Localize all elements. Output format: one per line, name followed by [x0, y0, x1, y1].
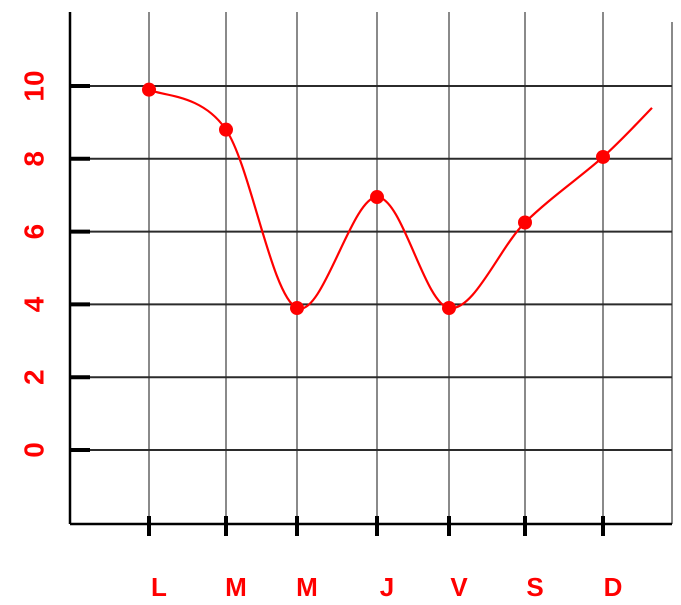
x-tick-label-4: V	[450, 572, 468, 602]
data-point-2	[290, 301, 304, 316]
data-point-6	[596, 149, 610, 164]
y-tick-label-4: 4	[19, 296, 50, 312]
vertical-gridlines	[148, 12, 673, 524]
y-tick-label-10: 10	[19, 70, 50, 101]
data-point-5	[518, 215, 532, 230]
y-tick-label-6: 6	[19, 224, 50, 240]
data-point-4	[442, 301, 456, 316]
y-tick-labels: 0 2 4 6 8 10	[19, 70, 50, 457]
x-tick-label-1: M	[225, 572, 247, 602]
axes	[68, 12, 672, 526]
data-point-3	[370, 190, 384, 205]
series-line	[148, 88, 653, 310]
axis-ticks	[70, 84, 605, 536]
x-tick-label-5: S	[526, 572, 543, 602]
horizontal-gridlines	[70, 85, 672, 451]
data-point-0	[142, 82, 156, 97]
data-point-1	[219, 122, 233, 137]
y-tick-label-2: 2	[19, 369, 50, 385]
x-tick-label-0: L	[151, 572, 167, 602]
x-tick-label-2: M	[296, 572, 318, 602]
series-group	[142, 82, 653, 316]
y-tick-label-8: 8	[19, 151, 50, 167]
x-tick-label-6: D	[604, 572, 623, 602]
y-tick-label-0: 0	[19, 442, 50, 458]
x-tick-label-3: J	[380, 572, 394, 602]
